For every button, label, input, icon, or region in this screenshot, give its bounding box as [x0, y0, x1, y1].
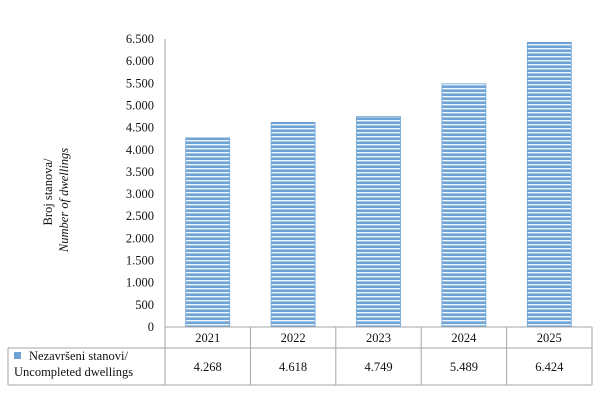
legend-label-line-1: Nezavršeni stanovi/ — [29, 349, 128, 363]
x-category-label: 2022 — [281, 331, 306, 345]
y-tick-label: 6.500 — [126, 32, 154, 46]
y-tick-label: 500 — [135, 298, 154, 312]
bar-2022 — [270, 121, 316, 328]
y-tick-label: 6.000 — [126, 54, 154, 68]
x-category-label: 2023 — [366, 331, 391, 345]
bar-2025 — [526, 41, 572, 328]
y-tick-label: 4.000 — [126, 143, 154, 157]
x-category-label: 2021 — [195, 331, 220, 345]
data-value-label: 4.268 — [194, 360, 222, 374]
x-category-label: 2025 — [537, 331, 562, 345]
y-tick-label: 5.000 — [126, 98, 154, 112]
y-tick-label: 5.500 — [126, 76, 154, 90]
y-tick-label: 4.500 — [126, 121, 154, 135]
y-axis-title-line-1: Broj stanova/ — [41, 158, 55, 226]
y-tick-label: 1.000 — [126, 276, 154, 290]
y-axis-title-line-2: Number of dwellings — [57, 148, 71, 253]
data-value-label: 4.618 — [279, 360, 307, 374]
x-category-label: 2024 — [451, 331, 477, 345]
legend-label-line-2: Uncompleted dwellings — [14, 365, 133, 379]
bar-2023 — [356, 116, 401, 328]
y-tick-label: 3.500 — [126, 165, 154, 179]
data-value-label: 4.749 — [364, 360, 392, 374]
y-tick-label: 2.000 — [126, 231, 154, 245]
data-table: 2021 4.268 2022 4.618 2023 4.749 2024 5.489 2025… — [7, 326, 593, 386]
y-tick-label: 2.500 — [126, 209, 154, 223]
y-axis-ticks: 0 500 1.000 1.500 2.000 2.500 3.000 3.500 4.000 4… — [126, 32, 166, 334]
bars — [185, 41, 572, 328]
legend-swatch — [14, 352, 21, 359]
y-tick-label: 0 — [148, 320, 154, 334]
data-value-label: 6.424 — [535, 360, 564, 374]
y-tick-label: 1.500 — [126, 254, 154, 268]
bar-2021 — [185, 137, 231, 328]
y-tick-label: 3.000 — [126, 187, 154, 201]
data-value-label: 5.489 — [450, 360, 478, 374]
bar-2024 — [441, 83, 487, 328]
